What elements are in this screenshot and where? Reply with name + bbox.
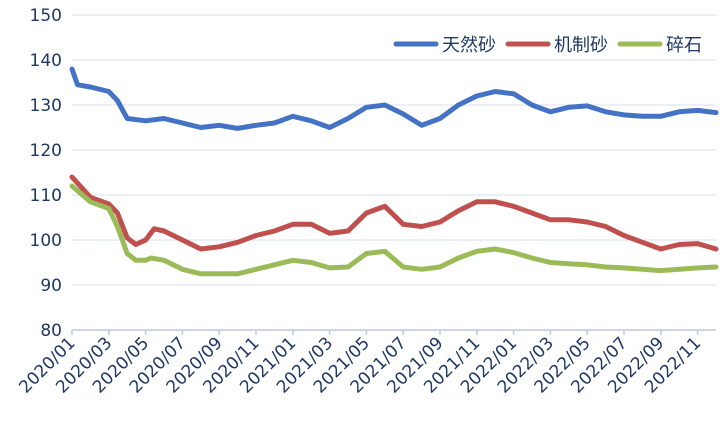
y-tick-label: 120 [30,141,62,161]
y-tick-label: 90 [40,276,62,296]
legend-label: 机制砂 [554,35,608,56]
series-line-1 [69,174,719,252]
legend: 天然砂 机制砂 碎石 [393,35,702,56]
gridlines [72,14,716,331]
x-axis-tick-labels: 2020/012020/032020/052020/072020/092020/… [15,330,705,397]
legend-label: 天然砂 [442,35,496,56]
y-tick-label: 150 [30,6,62,26]
legend-label: 碎石 [666,35,702,56]
y-tick-label: 130 [30,96,62,116]
y-tick-label: 100 [30,231,62,251]
series-line-2 [69,183,719,277]
y-tick-label: 110 [30,186,62,206]
series-lines [69,66,719,277]
series-line-0 [69,66,719,131]
y-tick-label: 140 [30,51,62,71]
y-axis-tick-labels: 80 90 100 110 120 130 140 150 [30,6,62,341]
y-tick-label: 80 [40,321,62,341]
